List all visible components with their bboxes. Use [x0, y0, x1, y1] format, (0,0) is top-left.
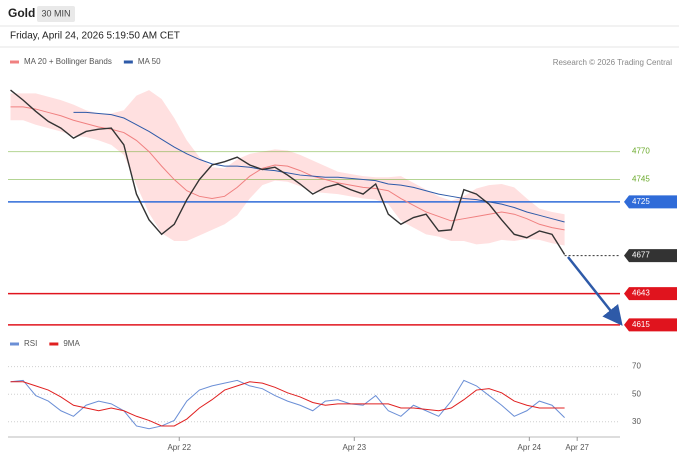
- legend-label: MA 50: [138, 57, 161, 66]
- price-line: [10, 89, 566, 255]
- level-badge: [624, 318, 677, 332]
- legend-label: 9MA: [63, 339, 80, 348]
- timeframe-badge: [37, 6, 75, 22]
- legend-swatch: [10, 60, 19, 64]
- x-tick-label: Apr 22: [167, 443, 191, 452]
- legend-swatch: [49, 342, 59, 346]
- legend-swatch: [10, 342, 19, 346]
- legend-label: RSI: [24, 339, 37, 348]
- legend-swatch: [123, 60, 133, 64]
- level-label: 4643: [632, 289, 650, 298]
- level-label: 4745: [632, 175, 650, 184]
- level-label: 4770: [632, 147, 650, 156]
- forecast-arrow: [567, 256, 623, 326]
- x-tick-label: Apr 27: [565, 443, 589, 452]
- x-tick-label: Apr 23: [343, 443, 367, 452]
- rsi-panel: 30 50 70 Apr 22 Apr 23 Apr 24 Apr 27 RSI 9MA: [8, 339, 641, 452]
- x-tick-label: Apr 24: [518, 443, 542, 452]
- series-line: [73, 111, 565, 223]
- price-panel: 4770 4745 4725 4677 4643 4615 MA 20 + Bollinge…: [8, 57, 677, 332]
- timeframe: 30 MIN: [41, 8, 70, 18]
- series-line: [10, 106, 565, 231]
- y-tick-label: 50: [632, 389, 641, 398]
- series-line: [10, 381, 565, 427]
- legend-label: MA 20 + Bollinger Bands: [24, 57, 112, 66]
- y-tick-label: 70: [632, 362, 641, 371]
- bollinger-band: [10, 90, 565, 246]
- timestamp: Friday, April 24, 2026 5:19:50 AM CET: [10, 31, 180, 42]
- credit: Research © 2026 Trading Central: [553, 58, 673, 67]
- level-badge: [624, 195, 677, 209]
- level-badge: [624, 249, 677, 263]
- level-label: 4677: [632, 251, 650, 260]
- series-line: [10, 379, 565, 430]
- level-label: 4725: [632, 197, 650, 206]
- level-label: 4615: [632, 320, 650, 329]
- y-tick-label: 30: [632, 417, 641, 426]
- level-badge: [624, 287, 677, 301]
- instrument-title: Gold: [8, 6, 35, 20]
